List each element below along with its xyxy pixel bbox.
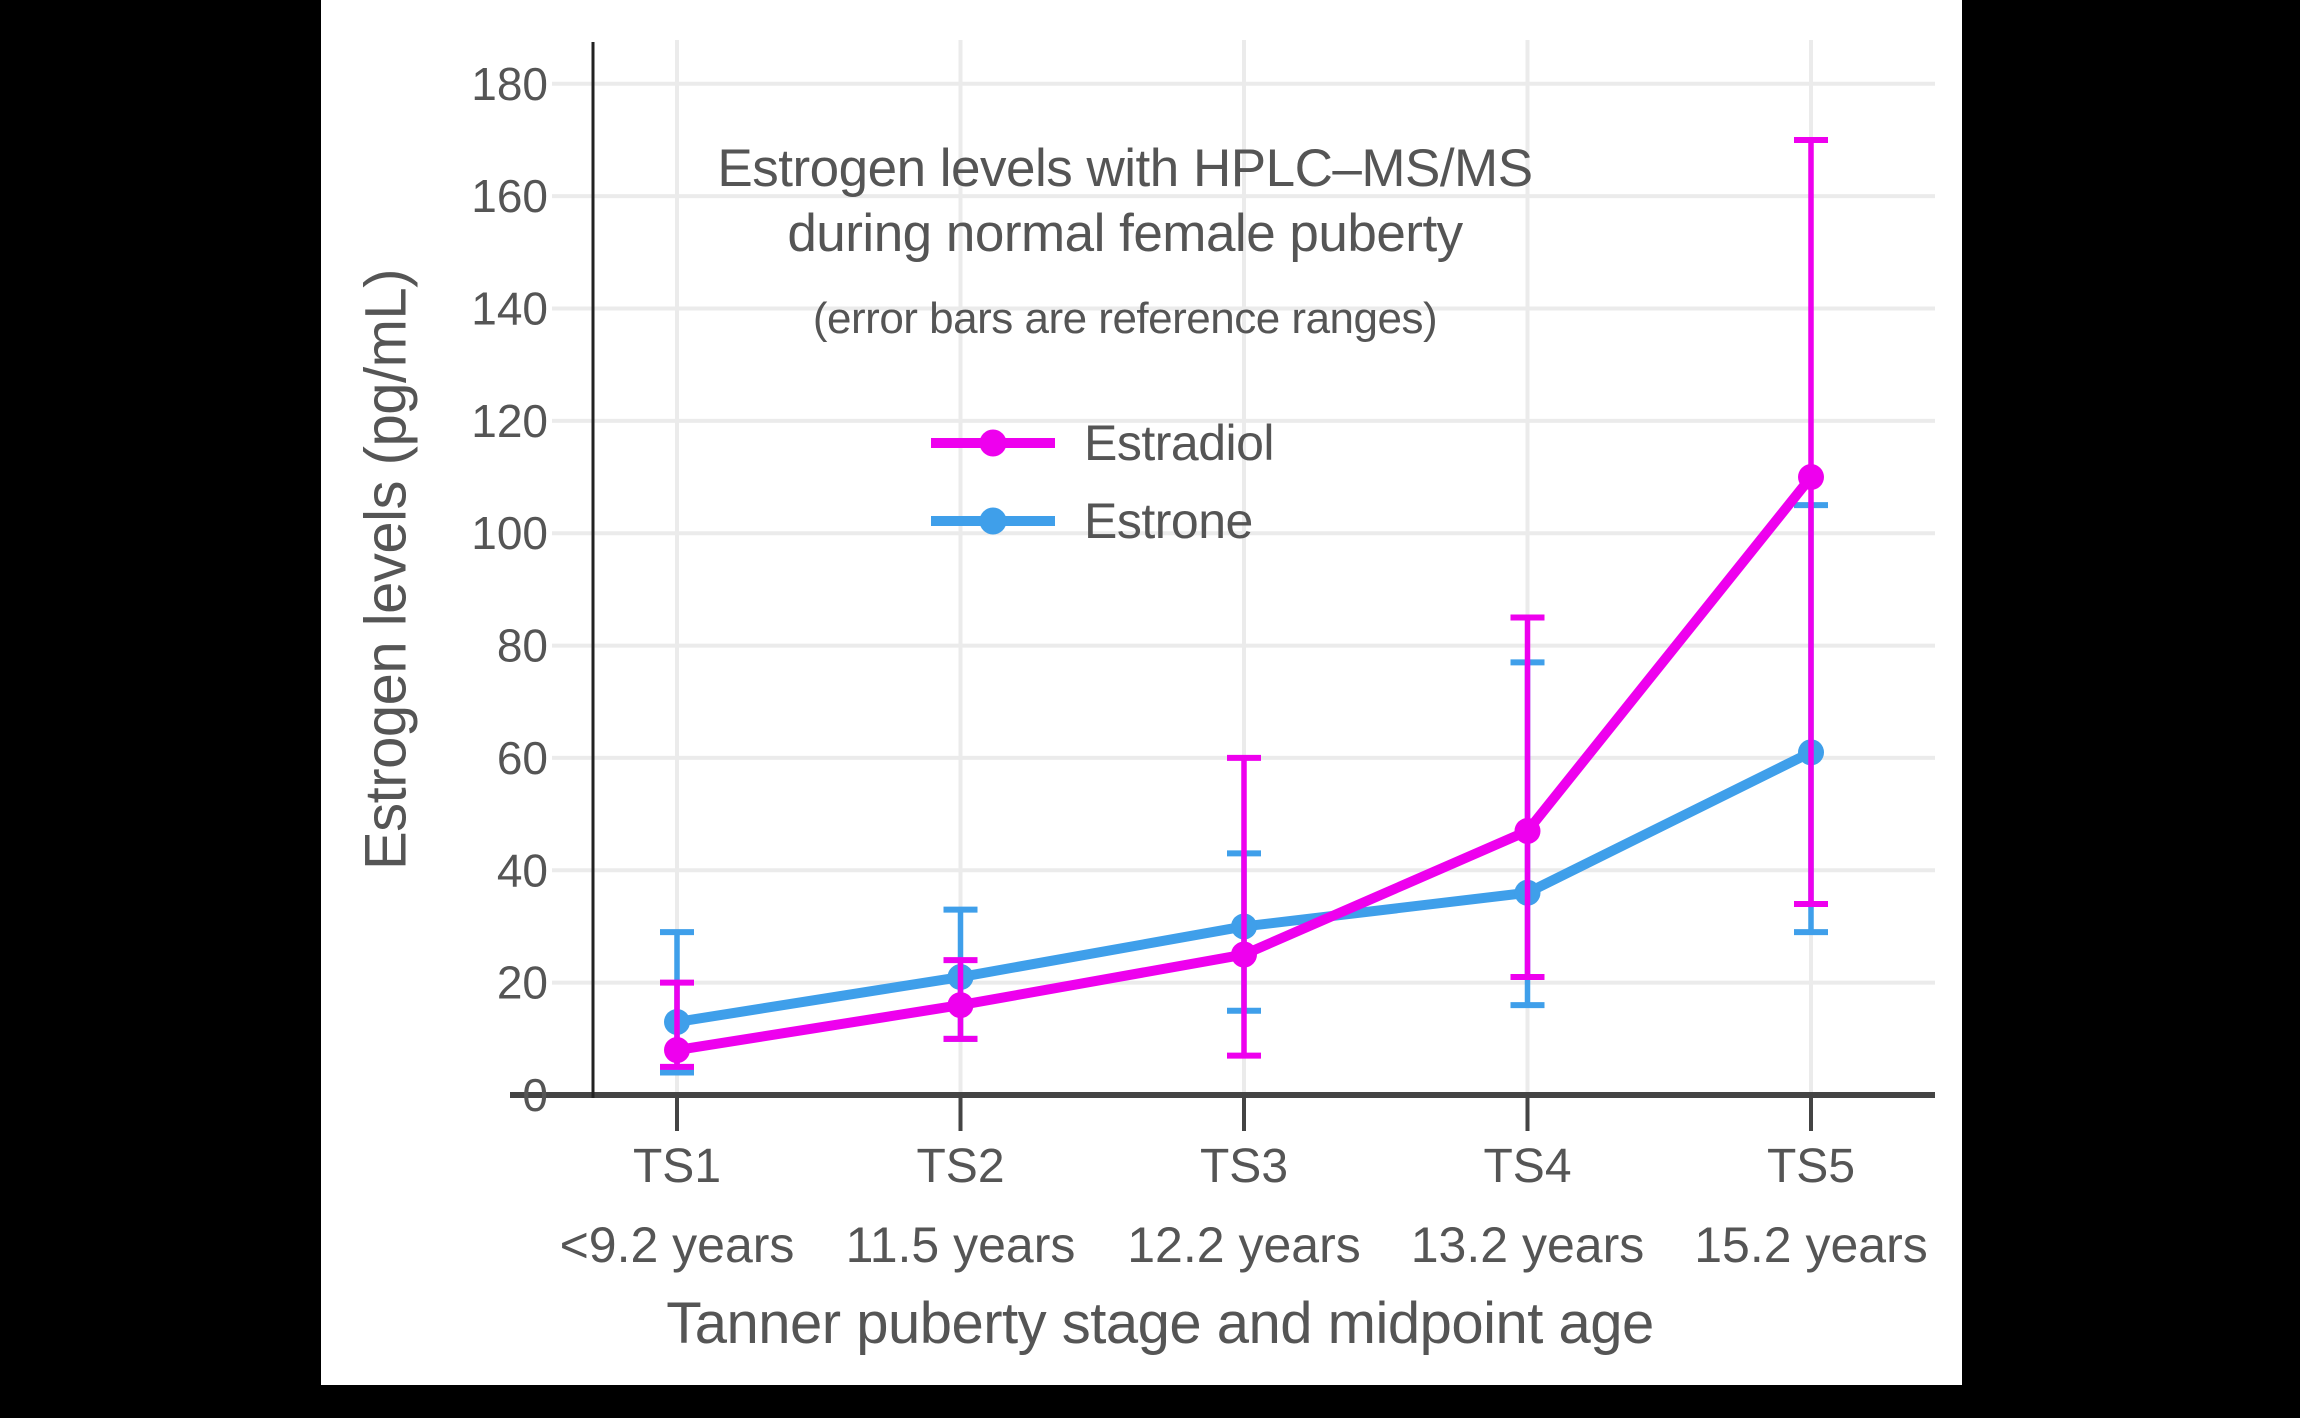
y-tick-label: 20 [497, 957, 548, 1009]
y-tick-label: 120 [471, 395, 548, 447]
y-axis-title: Estrogen levels (pg/mL) [353, 269, 419, 870]
x-tick-stage-label: TS1 [633, 1140, 721, 1193]
x-tick-age-label: <9.2 years [560, 1217, 795, 1273]
estrone-legend-marker [931, 507, 1055, 535]
point-estradiol-ts4 [1514, 817, 1541, 844]
point-estradiol-ts5 [1798, 464, 1824, 491]
x-tick-age-label: 15.2 years [1694, 1217, 1927, 1273]
y-tick-label: 80 [497, 620, 548, 672]
x-tick-age-label: 11.5 years [846, 1217, 1076, 1273]
chart-title: Estrogen levels with HPLC–MS/MS during n… [525, 136, 1725, 266]
legend-label-estradiol: Estradiol [1084, 415, 1275, 471]
chart-subtitle: (error bars are reference ranges) [812, 294, 1438, 343]
y-tick-label: 100 [471, 507, 548, 559]
x-tick-stage-label: TS3 [1200, 1140, 1288, 1193]
y-tick-label: 40 [497, 844, 548, 896]
y-tick-label: 60 [497, 732, 548, 784]
legend-label-estrone: Estrone [1084, 493, 1253, 549]
x-tick-stage-label: TS5 [1767, 1140, 1855, 1193]
legend-item-estradiol: Estradiol [928, 404, 1275, 482]
legend-item-estrone: Estrone [928, 482, 1274, 560]
legend: Estradiol Estrone [928, 404, 1275, 560]
x-tick-age-label: 12.2 years [1127, 1217, 1360, 1273]
x-tick-stage-label: TS2 [916, 1140, 1004, 1193]
y-tick-label: 160 [471, 170, 548, 222]
point-estradiol-ts1 [664, 1037, 690, 1064]
y-tick-label: 0 [522, 1069, 548, 1121]
chart-title-line1: Estrogen levels with HPLC–MS/MS [717, 139, 1533, 198]
x-tick-age-label: 13.2 years [1411, 1217, 1644, 1273]
point-estradiol-ts3 [1231, 941, 1257, 968]
y-tick-label: 140 [471, 283, 548, 335]
x-tick-stage-label: TS4 [1483, 1140, 1571, 1193]
x-axis-title: Tanner puberty stage and midpoint age [666, 1291, 1654, 1356]
chart-title-line2: during normal female puberty [787, 204, 1463, 263]
y-tick-label: 180 [471, 58, 548, 110]
estradiol-legend-marker [931, 429, 1055, 457]
point-estradiol-ts2 [947, 992, 974, 1019]
